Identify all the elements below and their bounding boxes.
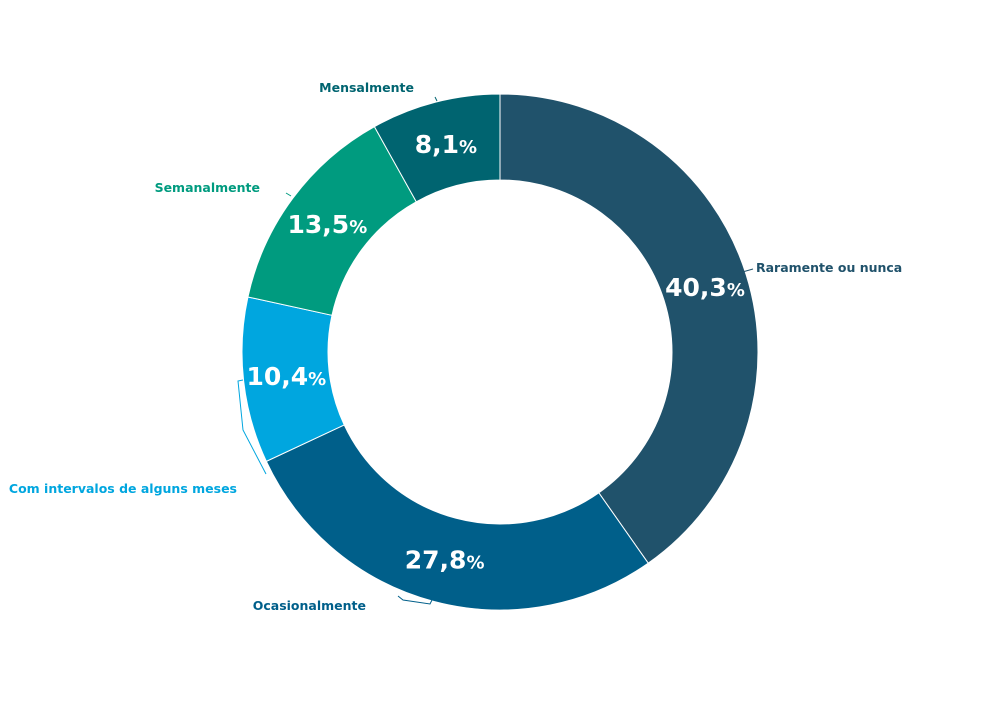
category-label: Ocasionalmente (253, 598, 366, 613)
leader-line (738, 268, 754, 274)
leader-line (285, 192, 292, 197)
donut-slice-mensalmente (373, 93, 501, 203)
category-label: Raramente ou nunca (756, 260, 902, 275)
donut-slice-ocasionalmente (265, 424, 649, 611)
category-label: Mensalmente (319, 80, 414, 95)
category-label: Semanalmente (155, 180, 260, 195)
leader-line (397, 595, 434, 605)
value-label: 27,8% (405, 546, 485, 575)
leader-line (237, 379, 267, 475)
value-label: 13,5% (288, 210, 368, 239)
category-label: Com intervalos de alguns meses (9, 481, 237, 496)
donut-slice-raramente-ou-nunca (499, 93, 759, 564)
value-label: 40,3% (665, 273, 745, 302)
leader-line (434, 96, 438, 102)
value-label: 10,4% (246, 362, 326, 391)
value-label: 8,1% (415, 130, 477, 159)
